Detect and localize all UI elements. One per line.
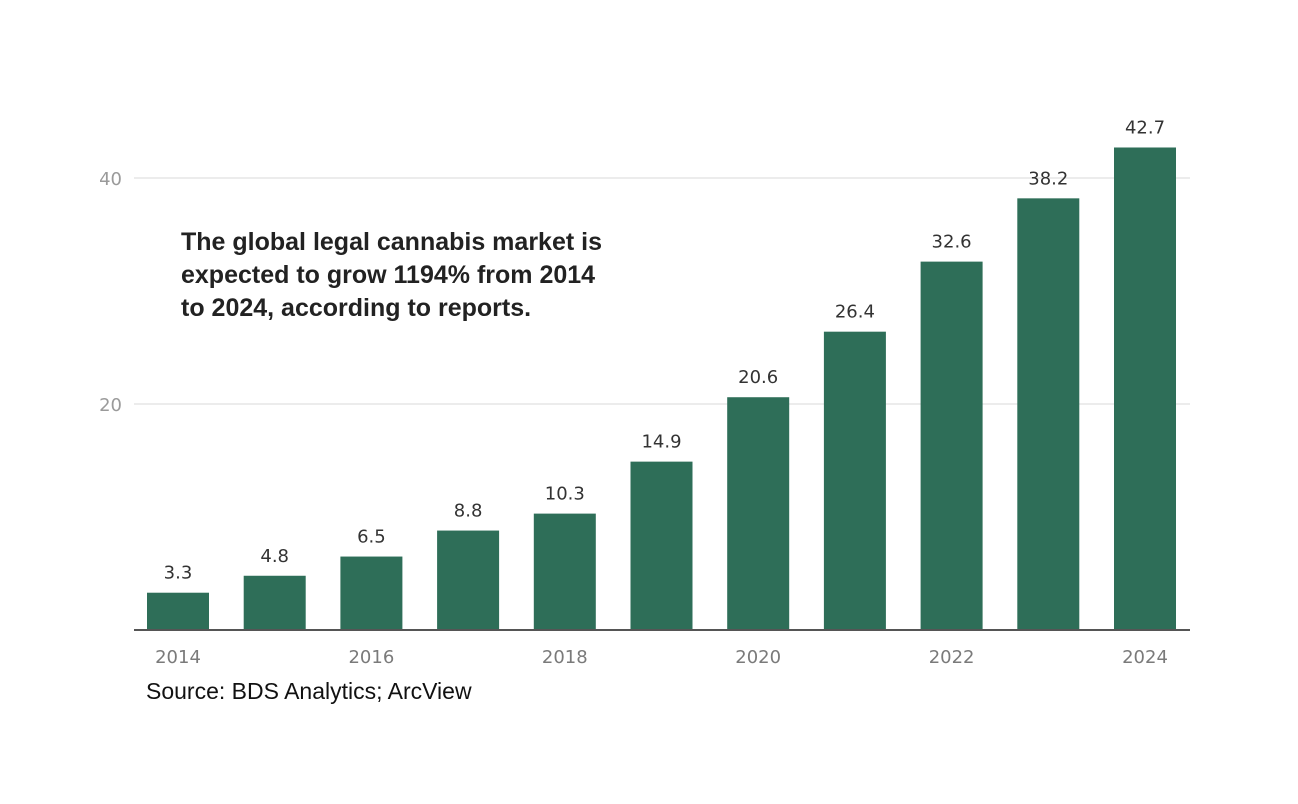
data-labels: 3.3 4.8 6.5 8.8 10.3 14.9 20.6 26.4 32.6 38.2 42.7 bbox=[164, 117, 1165, 583]
data-label-2014: 3.3 bbox=[164, 563, 193, 584]
data-label-2024: 42.7 bbox=[1125, 117, 1165, 138]
bar-2024 bbox=[1114, 147, 1176, 631]
bars bbox=[147, 147, 1176, 631]
data-label-2016: 6.5 bbox=[357, 527, 386, 548]
x-tick-label-2020: 2020 bbox=[735, 647, 781, 668]
data-label-2021: 26.4 bbox=[835, 302, 875, 323]
data-label-2018: 10.3 bbox=[545, 484, 585, 505]
data-label-2023: 38.2 bbox=[1028, 168, 1068, 189]
bar-2017 bbox=[437, 530, 500, 630]
data-label-2022: 32.6 bbox=[932, 232, 972, 253]
y-tick-label-20: 20 bbox=[99, 395, 122, 416]
bar-2018 bbox=[533, 513, 596, 630]
bar-2023 bbox=[1017, 198, 1080, 630]
bar-2019 bbox=[630, 461, 693, 630]
bar-2015 bbox=[243, 575, 306, 630]
bar-2020 bbox=[727, 397, 790, 630]
source-note: Source: BDS Analytics; ArcView bbox=[146, 678, 472, 704]
x-tick-label-2024: 2024 bbox=[1122, 647, 1168, 668]
annotation-line-2: expected to grow 1194% from 2014 bbox=[181, 261, 595, 289]
data-label-2017: 8.8 bbox=[454, 501, 483, 522]
x-tick-label-2022: 2022 bbox=[929, 647, 975, 668]
x-tick-label-2016: 2016 bbox=[348, 647, 394, 668]
data-label-2019: 14.9 bbox=[641, 432, 681, 453]
data-label-2020: 20.6 bbox=[738, 367, 778, 388]
bar-2014 bbox=[147, 592, 209, 630]
annotation-line-3: to 2024, according to reports. bbox=[181, 294, 531, 322]
x-tick-label-2018: 2018 bbox=[542, 647, 588, 668]
annotation-line-1: The global legal cannabis market is bbox=[181, 228, 602, 256]
y-tick-label-40: 40 bbox=[99, 169, 122, 190]
bar-2022 bbox=[920, 261, 983, 630]
bar-2016 bbox=[340, 556, 403, 630]
data-label-2015: 4.8 bbox=[260, 546, 289, 567]
x-axis-ticks: 2014 2016 2018 2020 2022 2024 bbox=[155, 647, 1168, 668]
x-tick-label-2014: 2014 bbox=[155, 647, 201, 668]
bar-2021 bbox=[823, 331, 886, 630]
gridlines bbox=[134, 177, 1190, 405]
